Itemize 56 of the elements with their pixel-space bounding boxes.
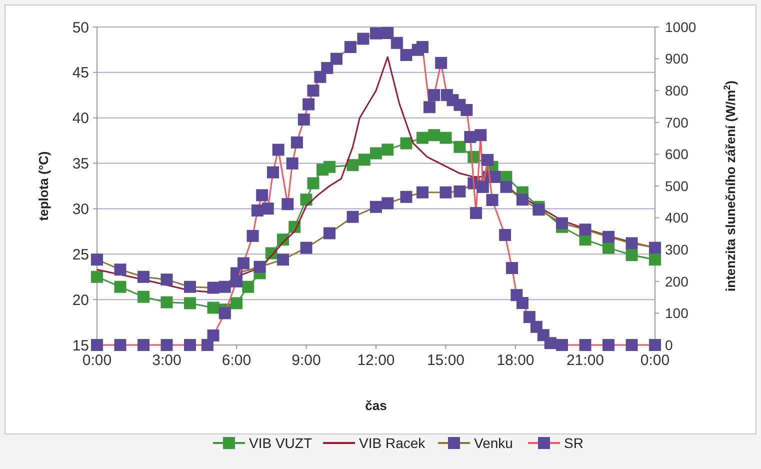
point <box>382 144 394 156</box>
y-tick-label: 45 <box>72 64 89 82</box>
y2-tick-label: 200 <box>665 273 689 290</box>
point <box>138 290 150 303</box>
y-tick-label: 50 <box>72 19 89 36</box>
point <box>400 137 412 150</box>
y-tick-label: 15 <box>72 337 89 354</box>
point <box>230 297 242 310</box>
point <box>307 177 320 190</box>
point <box>649 254 661 266</box>
point <box>602 242 614 254</box>
x-tick-label: 0:00 <box>82 352 112 369</box>
x-tick-label: 18:00 <box>496 352 534 369</box>
legend-label: VIB Racek <box>359 434 426 451</box>
point <box>416 132 428 144</box>
y2-tick-label: 1000 <box>665 18 696 35</box>
y2-tick-label: 700 <box>665 114 689 130</box>
point <box>114 280 126 293</box>
point <box>324 160 336 173</box>
point <box>358 154 370 166</box>
point <box>454 140 466 153</box>
y-tick-label: 20 <box>72 292 89 309</box>
y2-tick-label: 600 <box>665 146 689 162</box>
point <box>346 159 359 172</box>
point <box>242 280 254 293</box>
x-tick-label: 21:00 <box>566 352 604 369</box>
x-tick-label: 0:00 <box>640 352 670 369</box>
y2-tick-label: 900 <box>665 50 689 67</box>
point <box>207 302 220 314</box>
x-tick-label: 12:00 <box>357 352 395 369</box>
y2-tick-label: 300 <box>665 242 689 258</box>
y-tick-label: 25 <box>72 246 89 264</box>
point <box>184 297 196 310</box>
y2-tick-label: 100 <box>665 305 689 322</box>
x-axis-title: čas <box>365 398 387 413</box>
point <box>160 296 173 308</box>
y-tick-label: 40 <box>72 110 89 128</box>
point <box>370 147 382 160</box>
y2-tick-label: 0 <box>665 336 673 353</box>
point <box>440 132 452 144</box>
y-tick-label: 30 <box>72 200 89 218</box>
x-tick-label: 3:00 <box>152 352 182 369</box>
x-tick-label: 9:00 <box>292 352 321 369</box>
legend-label: SR <box>564 434 584 451</box>
y2-tick-label: 400 <box>665 210 689 226</box>
y-axis-title: teplota (°C) <box>36 151 51 221</box>
x-tick-label: 15:00 <box>426 352 465 369</box>
x-tick-label: 6:00 <box>222 352 252 369</box>
legend-label: Venku <box>474 434 513 451</box>
legend-label: VIB VUZT <box>249 434 312 451</box>
point <box>626 249 638 262</box>
point <box>91 270 103 283</box>
y2-tick-label: 500 <box>665 178 689 194</box>
point <box>300 194 312 206</box>
y-tick-label: 35 <box>72 156 89 173</box>
y2-tick-label: 800 <box>665 82 689 98</box>
